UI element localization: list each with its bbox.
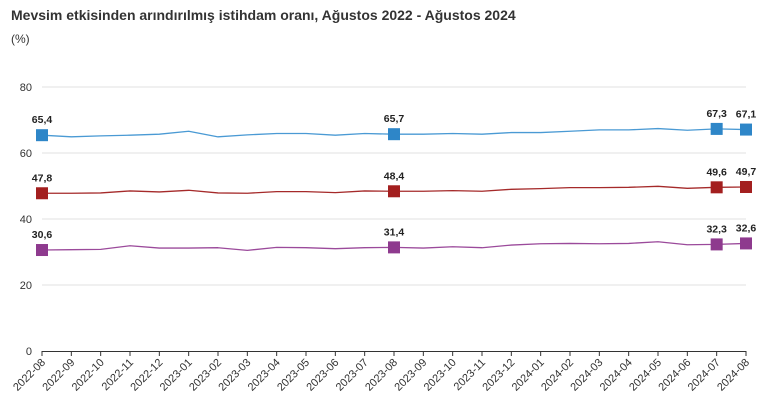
y-axis-unit: (%) [11, 32, 30, 46]
series-2-data-label: 47,8 [32, 172, 53, 184]
series-3-data-label: 32,6 [736, 222, 757, 234]
series-2-data-label: 49,6 [706, 166, 727, 178]
grid-lines [42, 86, 746, 286]
series-1-marker[interactable] [740, 123, 752, 136]
data-labels: 65,4 65,7 67,3 67,1 47,8 48,4 49,6 49,7 30,6 31,4… [32, 108, 757, 241]
series-2-marker[interactable] [710, 181, 723, 194]
series-3-data-label: 32,3 [706, 223, 727, 235]
x-tick-label: 2023-10 [422, 357, 459, 394]
y-tick-label: 80 [20, 82, 32, 94]
x-tick-label: 2022-10 [70, 357, 107, 394]
series-3-data-label: 31,4 [384, 226, 405, 238]
series-1-marker[interactable] [388, 128, 400, 141]
series-3-marker[interactable] [388, 241, 400, 254]
y-tick-label: 20 [20, 280, 32, 292]
x-tick-label: 2024-08 [715, 357, 752, 394]
axes [41, 351, 747, 356]
series-1-data-label: 67,1 [736, 109, 757, 121]
y-tick-label: 0 [26, 346, 32, 358]
series-3-marker[interactable] [36, 244, 48, 257]
series-2-data-label: 48,4 [384, 170, 405, 182]
series-3-marker[interactable] [710, 238, 723, 251]
series-1-marker[interactable] [710, 122, 723, 135]
series-3-data-label: 30,6 [32, 229, 53, 241]
series-2-marker[interactable] [388, 185, 400, 198]
chart-title: Mevsim etkisinden arındırılmış istihdam … [11, 7, 516, 23]
series-markers [36, 122, 752, 257]
y-tick-label: 60 [20, 148, 32, 160]
series-1-data-label: 67,3 [706, 108, 727, 120]
series-2-marker[interactable] [36, 187, 48, 200]
series-1-data-label: 65,7 [384, 113, 405, 125]
y-tick-label: 40 [20, 214, 32, 226]
series-2-marker[interactable] [740, 180, 752, 193]
series-1-data-label: 65,4 [32, 114, 53, 126]
series-3-marker[interactable] [740, 237, 752, 250]
series-2-data-label: 49,7 [736, 166, 757, 178]
series-1-marker[interactable] [36, 129, 48, 142]
